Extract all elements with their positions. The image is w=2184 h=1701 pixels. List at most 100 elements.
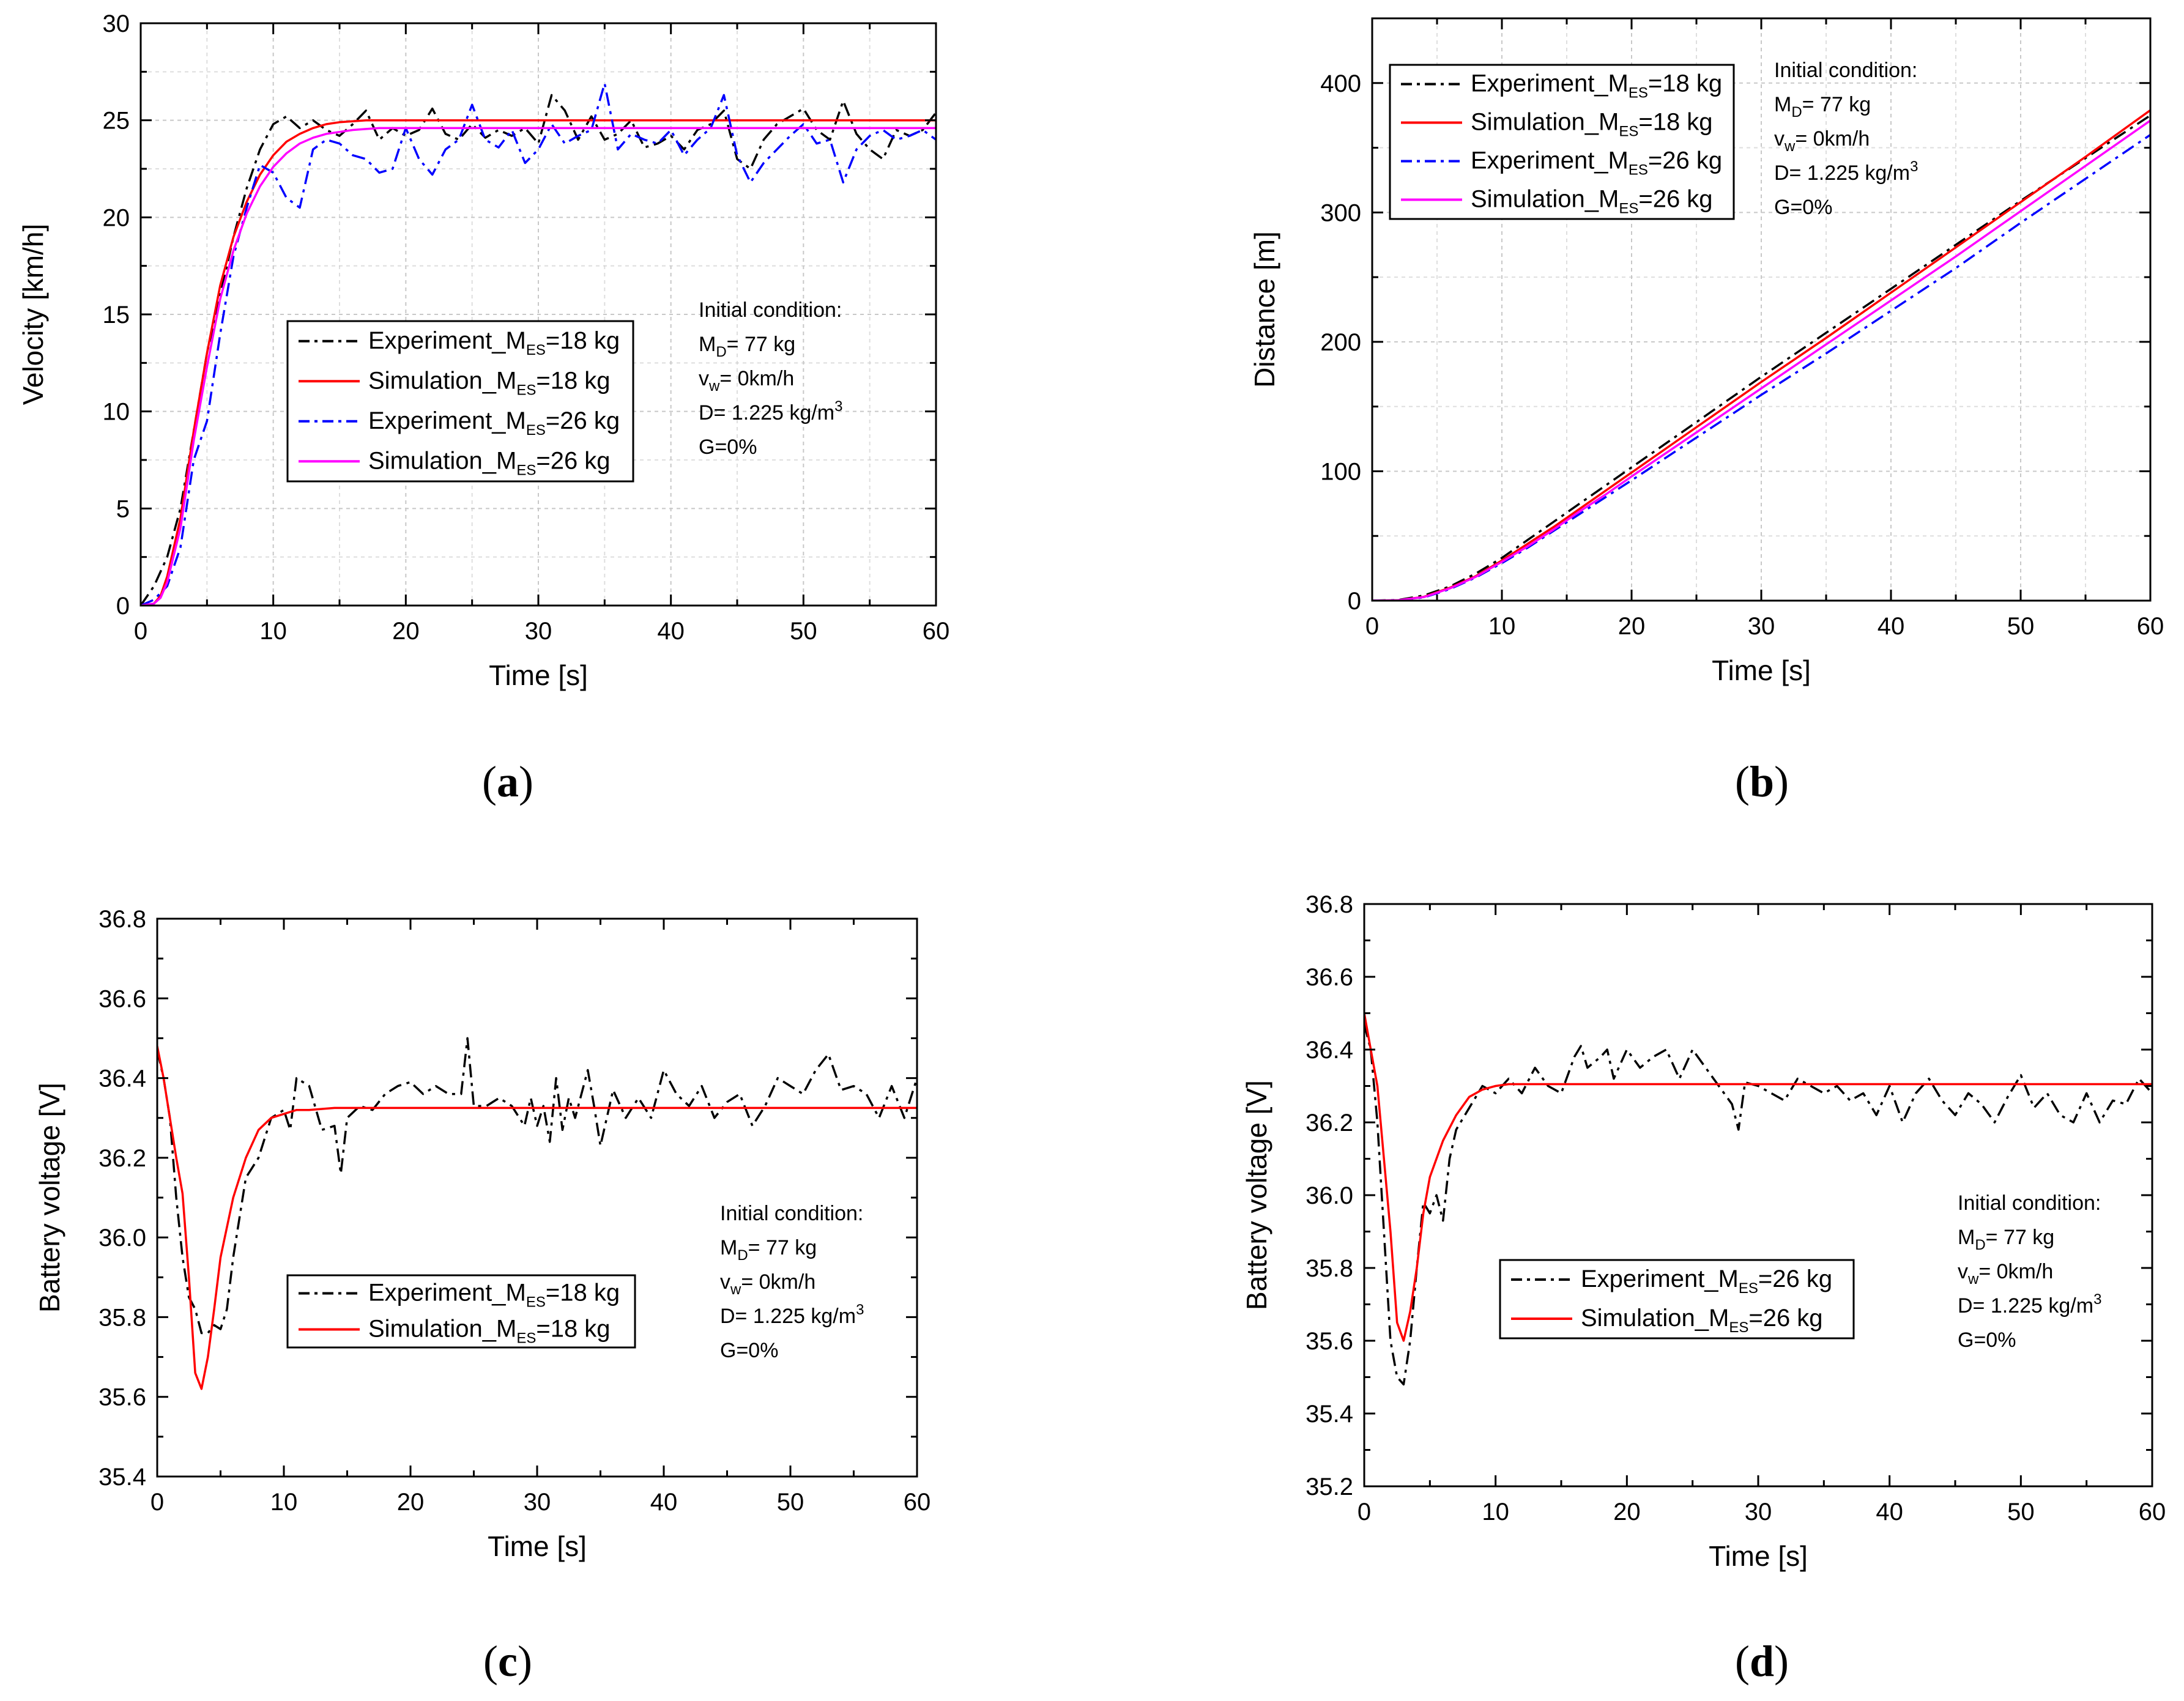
series-line-3: [141, 82, 936, 606]
y-tick-label: 200: [1320, 329, 1361, 356]
y-tick-label: 36.0: [98, 1225, 146, 1251]
y-tick-label: 35.6: [98, 1384, 146, 1411]
svg-text:Initial condition:: Initial condition:: [1958, 1191, 2101, 1215]
legend-label: Simulation_MES=18 kg: [1471, 109, 1713, 140]
svg-text:MD= 77 kg: MD= 77 kg: [1958, 1226, 2054, 1253]
y-tick-label: 30: [103, 10, 130, 37]
panel-label: (a): [482, 757, 533, 806]
y-tick-label: 35.4: [98, 1464, 146, 1491]
series-group: [157, 1037, 917, 1390]
y-tick-label: 35.6: [1306, 1328, 1353, 1355]
svg-text:D= 1.225 kg/m3: D= 1.225 kg/m3: [1958, 1291, 2101, 1317]
svg-text:Initial condition:: Initial condition:: [720, 1202, 863, 1225]
legend-label: Experiment_MES=18 kg: [368, 1280, 620, 1311]
series-group: [1364, 1013, 2152, 1386]
legend-label: Experiment_MES=26 kg: [1581, 1266, 1832, 1297]
x-tick-label: 20: [1618, 613, 1646, 640]
svg-text:MD= 77 kg: MD= 77 kg: [699, 333, 795, 360]
y-axis-title: Battery voltage [V]: [34, 1083, 65, 1313]
y-tick-label: 35.4: [1306, 1401, 1353, 1428]
x-tick-label: 50: [2007, 613, 2035, 640]
x-tick-label: 30: [525, 618, 552, 645]
x-tick-label: 20: [397, 1489, 425, 1516]
series-line-2: [1364, 1013, 2152, 1342]
legend-label: Simulation_MES=18 kg: [368, 1316, 611, 1347]
series-line-4: [141, 127, 936, 606]
y-tick-label: 36.6: [1306, 964, 1353, 991]
x-tick-label: 40: [657, 618, 685, 645]
svg-text:G=0%: G=0%: [720, 1339, 778, 1362]
legend-label: Simulation_MES=26 kg: [1471, 186, 1713, 217]
y-tick-label: 36.0: [1306, 1182, 1353, 1209]
x-tick-label: 60: [923, 618, 950, 645]
y-tick-label: 36.2: [98, 1145, 146, 1172]
y-tick-label: 36.4: [1306, 1037, 1353, 1064]
svg-text:D= 1.225 kg/m3: D= 1.225 kg/m3: [1774, 158, 1918, 185]
x-tick-label: 30: [1745, 1499, 1772, 1525]
svg-text:D= 1.225 kg/m3: D= 1.225 kg/m3: [720, 1302, 864, 1328]
x-tick-label: 30: [524, 1489, 551, 1516]
x-tick-label: 0: [1365, 613, 1379, 640]
y-tick-label: 35.8: [1306, 1255, 1353, 1282]
series-line-3: [1372, 133, 2150, 601]
svg-text:G=0%: G=0%: [1774, 196, 1832, 219]
y-tick-label: 15: [103, 302, 130, 328]
x-tick-label: 10: [270, 1489, 298, 1516]
y-tick-label: 0: [116, 593, 130, 620]
x-tick-label: 50: [790, 618, 817, 645]
x-axis-title: Time [s]: [488, 1530, 587, 1562]
x-tick-label: 10: [1488, 613, 1516, 640]
panel-d: 0 10 20 30 40 50 60 35.2 35.4 35.6 35.8 36.0 36.2 36.…: [1241, 891, 2166, 1686]
y-tick-label: 36.8: [98, 906, 146, 933]
series-group: [1372, 109, 2150, 601]
y-tick-label: 36.4: [98, 1065, 146, 1092]
x-tick-label: 40: [1878, 613, 1905, 640]
grid: [1372, 18, 2150, 601]
legend: Experiment_MES=18 kg Simulation_MES=18 kg…: [1389, 64, 1735, 220]
svg-text:vw= 0km/h: vw= 0km/h: [720, 1270, 815, 1298]
y-tick-label: 0: [1348, 588, 1361, 615]
y-tick-label: 36.6: [98, 985, 146, 1012]
x-tick-label: 0: [1358, 1499, 1371, 1525]
y-tick-label: 100: [1320, 458, 1361, 485]
y-tick-label: 36.8: [1306, 891, 1353, 918]
legend: Experiment_MES=26 kg Simulation_MES=26 kg: [1499, 1259, 1855, 1340]
panel-label: (c): [483, 1637, 532, 1686]
panel-b: 0 10 20 30 40 50 60 0 100 200 300 400 Time [s] Distan…: [1249, 17, 2164, 806]
svg-text:Initial condition:: Initial condition:: [699, 298, 842, 322]
series-group: [141, 82, 936, 606]
series-line-1: [1364, 1023, 2152, 1386]
legend-label: Experiment_MES=18 kg: [1471, 70, 1722, 102]
x-tick-label: 60: [2139, 1499, 2166, 1525]
x-tick-label: 0: [150, 1489, 164, 1516]
svg-text:D= 1.225 kg/m3: D= 1.225 kg/m3: [699, 398, 842, 424]
y-tick-label: 36.2: [1306, 1110, 1353, 1136]
x-tick-label: 0: [134, 618, 147, 645]
y-tick-label: 400: [1320, 70, 1361, 97]
x-axis-title: Time [s]: [1709, 1540, 1808, 1572]
x-tick-label: 30: [1748, 613, 1775, 640]
svg-text:MD= 77 kg: MD= 77 kg: [1774, 93, 1871, 120]
legend: Experiment_MES=18 kg Simulation_MES=18 kg: [286, 1274, 636, 1349]
series-line-1: [141, 94, 936, 606]
x-tick-label: 50: [777, 1489, 804, 1516]
x-tick-label: 60: [2137, 613, 2164, 640]
x-axis-title: Time [s]: [489, 659, 588, 691]
legend-label: Simulation_MES=26 kg: [368, 447, 611, 478]
y-axis-title: Battery voltage [V]: [1241, 1080, 1272, 1310]
y-axis-title: Velocity [km/h]: [17, 224, 49, 406]
x-tick-label: 20: [392, 618, 420, 645]
x-tick-label: 10: [1482, 1499, 1509, 1525]
y-tick-label: 35.2: [1306, 1473, 1353, 1500]
legend-label: Experiment_MES=26 kg: [1471, 147, 1722, 179]
svg-text:vw= 0km/h: vw= 0km/h: [1774, 127, 1870, 155]
series-line-4: [1372, 119, 2150, 601]
initial-condition-note: Initial condition: MD= 77 kg vw= 0km/h D= 1…: [720, 1202, 864, 1362]
svg-text:vw= 0km/h: vw= 0km/h: [699, 367, 794, 395]
legend-label: Experiment_MES=26 kg: [368, 407, 620, 439]
y-tick-label: 20: [103, 204, 130, 231]
series-line-2: [141, 119, 936, 606]
panel-c: 0 10 20 30 40 50 60 35.4 35.6 35.8 36.0 36.2 36.4 36.…: [34, 906, 930, 1686]
x-tick-label: 60: [904, 1489, 931, 1516]
